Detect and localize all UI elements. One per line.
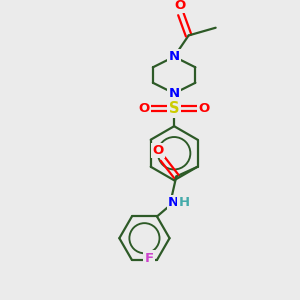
Text: H: H [178,196,190,209]
Text: N: N [168,196,179,209]
Text: O: O [174,0,186,12]
Text: O: O [139,102,150,115]
Text: N: N [169,87,180,100]
Text: F: F [145,251,154,265]
Text: O: O [198,102,210,115]
Text: O: O [152,144,164,157]
Text: N: N [169,50,180,63]
Text: S: S [169,101,179,116]
